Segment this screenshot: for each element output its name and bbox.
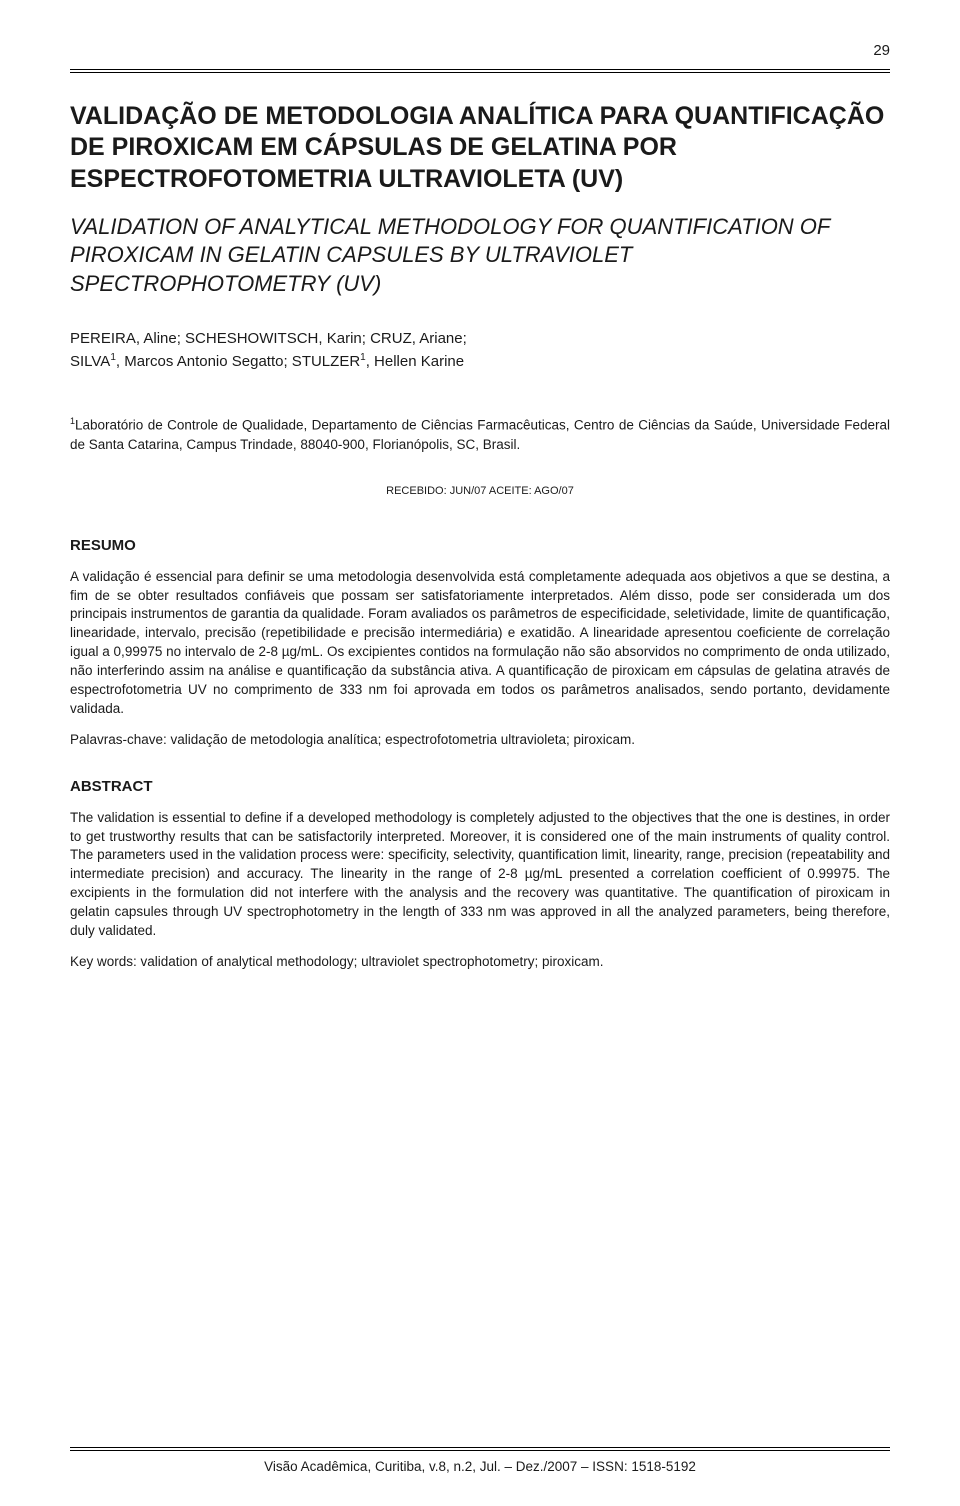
top-rule bbox=[70, 69, 890, 73]
authors-line-2: SILVA1, Marcos Antonio Segatto; STULZER1… bbox=[70, 350, 890, 373]
abstract-heading: ABSTRACT bbox=[70, 778, 890, 795]
resumo-keywords: Palavras-chave: validação de metodologia… bbox=[70, 731, 890, 750]
bottom-rule bbox=[70, 1447, 890, 1451]
title-portuguese: VALIDAÇÃO DE METODOLOGIA ANALÍTICA PARA … bbox=[70, 101, 890, 195]
footer-citation: Visão Acadêmica, Curitiba, v.8, n.2, Jul… bbox=[70, 1459, 890, 1474]
title-english: VALIDATION OF ANALYTICAL METHODOLOGY FOR… bbox=[70, 213, 890, 299]
page-number: 29 bbox=[70, 42, 890, 59]
authors-block: PEREIRA, Aline; SCHESHOWITSCH, Karin; CR… bbox=[70, 327, 890, 374]
resumo-body: A validação é essencial para definir se … bbox=[70, 568, 890, 719]
abstract-keywords: Key words: validation of analytical meth… bbox=[70, 953, 890, 972]
authors-line-1: PEREIRA, Aline; SCHESHOWITSCH, Karin; CR… bbox=[70, 327, 890, 350]
resumo-heading: RESUMO bbox=[70, 537, 890, 554]
received-accepted-dates: RECEBIDO: JUN/07 ACEITE: AGO/07 bbox=[70, 485, 890, 497]
affiliation: 1Laboratório de Controle de Qualidade, D… bbox=[70, 415, 890, 455]
abstract-body: The validation is essential to define if… bbox=[70, 809, 890, 941]
